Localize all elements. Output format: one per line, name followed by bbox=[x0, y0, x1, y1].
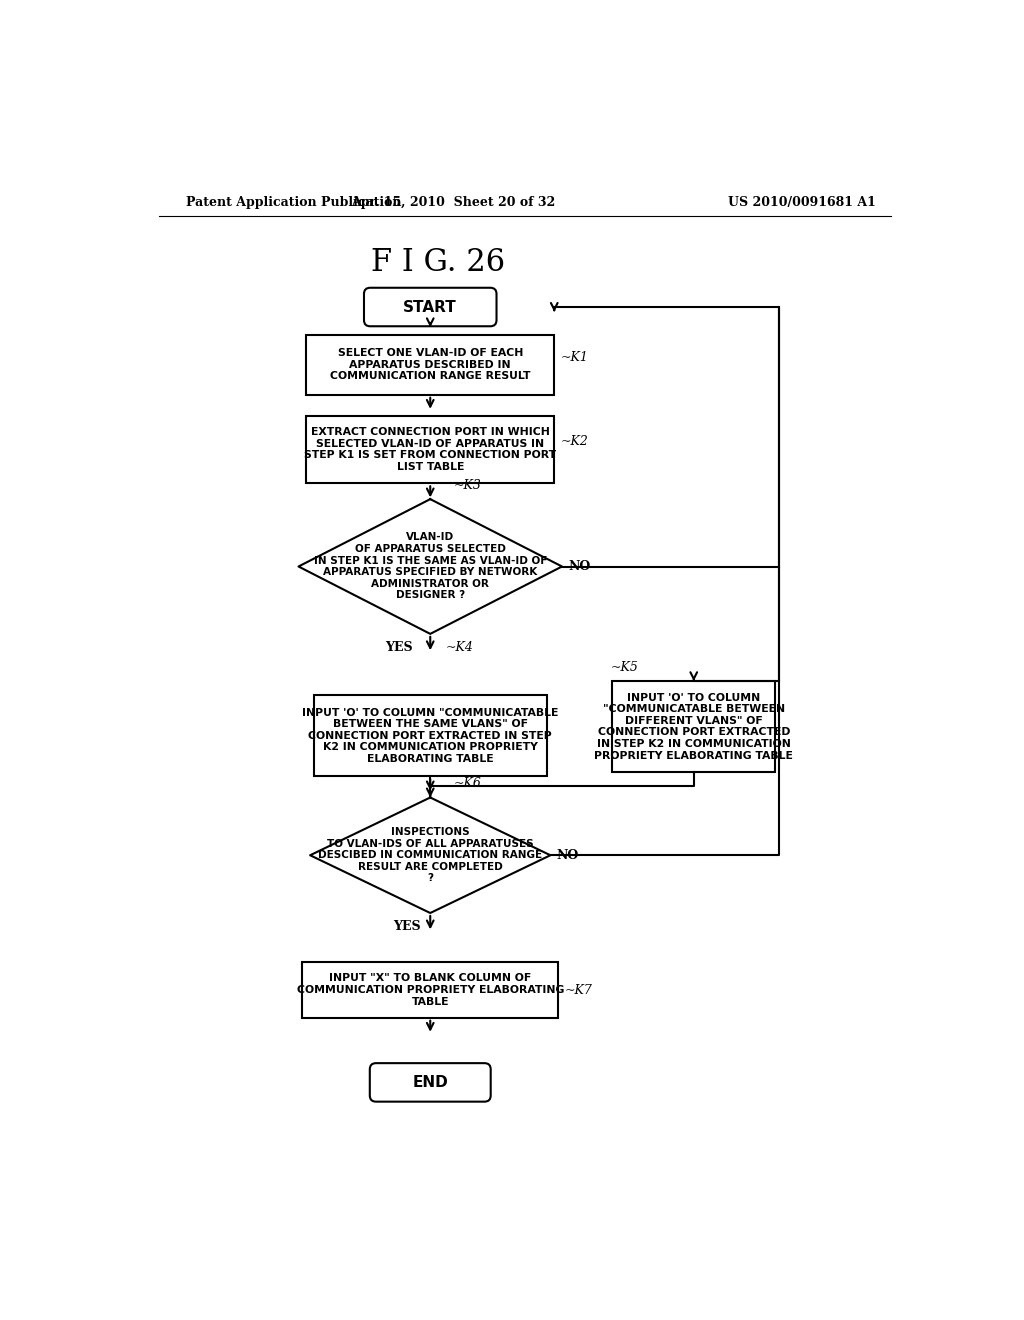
Text: INPUT "X" TO BLANK COLUMN OF
COMMUNICATION PROPRIETY ELABORATING
TABLE: INPUT "X" TO BLANK COLUMN OF COMMUNICATI… bbox=[297, 973, 564, 1007]
Text: INPUT 'O' TO COLUMN "COMMUNICATABLE
BETWEEN THE SAME VLANS" OF
CONNECTION PORT E: INPUT 'O' TO COLUMN "COMMUNICATABLE BETW… bbox=[302, 708, 558, 764]
Text: ~K7: ~K7 bbox=[564, 983, 592, 997]
Text: NO: NO bbox=[568, 560, 591, 573]
Text: ~K4: ~K4 bbox=[445, 642, 474, 655]
Bar bbox=[612, 681, 775, 772]
Text: START: START bbox=[403, 300, 457, 314]
Bar bbox=[314, 696, 547, 776]
Text: END: END bbox=[413, 1074, 449, 1090]
Text: ~K1: ~K1 bbox=[560, 351, 589, 363]
Text: ~K2: ~K2 bbox=[560, 436, 589, 449]
Bar bbox=[302, 962, 558, 1018]
Text: YES: YES bbox=[385, 642, 413, 655]
FancyBboxPatch shape bbox=[370, 1063, 490, 1102]
Text: EXTRACT CONNECTION PORT IN WHICH
SELECTED VLAN-ID OF APPARATUS IN
STEP K1 IS SET: EXTRACT CONNECTION PORT IN WHICH SELECTE… bbox=[304, 428, 556, 471]
Text: ~K3: ~K3 bbox=[454, 479, 481, 492]
Text: NO: NO bbox=[557, 849, 579, 862]
Text: VLAN-ID
OF APPARATUS SELECTED
IN STEP K1 IS THE SAME AS VLAN-ID OF
APPARATUS SPE: VLAN-ID OF APPARATUS SELECTED IN STEP K1… bbox=[313, 532, 547, 601]
Text: SELECT ONE VLAN-ID OF EACH
APPARATUS DESCRIBED IN
COMMUNICATION RANGE RESULT: SELECT ONE VLAN-ID OF EACH APPARATUS DES… bbox=[330, 348, 530, 381]
Text: INSPECTIONS
TO VLAN-IDS OF ALL APPARATUSES
DESCIBED IN COMMUNICATION RANGE
RESUL: INSPECTIONS TO VLAN-IDS OF ALL APPARATUS… bbox=[318, 828, 543, 883]
Text: INPUT 'O' TO COLUMN
"COMMUNICATABLE BETWEEN
DIFFERENT VLANS" OF
CONNECTION PORT : INPUT 'O' TO COLUMN "COMMUNICATABLE BETW… bbox=[594, 693, 794, 760]
Text: Apr. 15, 2010  Sheet 20 of 32: Apr. 15, 2010 Sheet 20 of 32 bbox=[351, 195, 556, 209]
Bar bbox=[306, 335, 554, 395]
Text: F I G. 26: F I G. 26 bbox=[371, 247, 505, 277]
Text: Patent Application Publication: Patent Application Publication bbox=[186, 195, 401, 209]
Text: ~K5: ~K5 bbox=[611, 661, 639, 675]
Bar bbox=[306, 416, 554, 483]
Text: YES: YES bbox=[393, 920, 421, 933]
Text: ~K6: ~K6 bbox=[454, 777, 481, 791]
Text: US 2010/0091681 A1: US 2010/0091681 A1 bbox=[728, 195, 877, 209]
FancyBboxPatch shape bbox=[364, 288, 497, 326]
